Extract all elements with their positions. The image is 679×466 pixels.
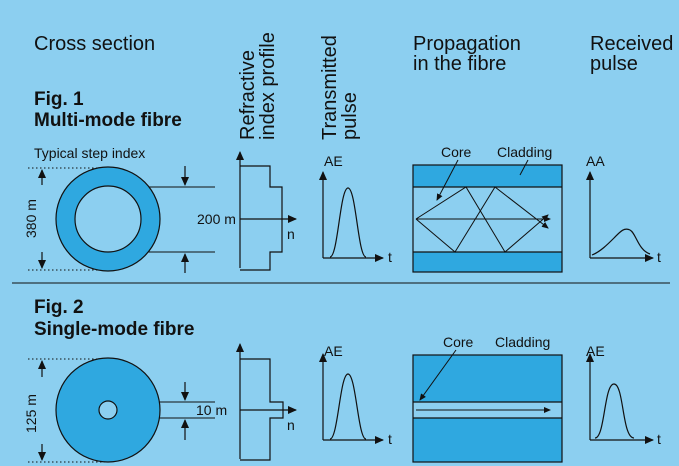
fig1-bottom-cladding-band	[413, 252, 562, 272]
header-transmitted-pulse: Transmitted pulse	[319, 35, 361, 140]
fig1-top-cladding-band	[413, 165, 562, 187]
header-transmitted-line2: pulse	[339, 92, 361, 140]
fig2-t2-label: t	[657, 431, 661, 447]
fig1-aa-label: AA	[586, 153, 605, 169]
header-refractive-line2: index profile	[257, 32, 279, 140]
fig1-core-circle	[74, 185, 142, 253]
fig2-label-leaders	[419, 349, 457, 401]
fig2-core-label: Core	[443, 334, 474, 350]
fig1-label: Fig. 1	[34, 89, 84, 110]
fig1-ae-label: AE	[324, 153, 343, 169]
fig2-cladding-label: Cladding	[495, 334, 551, 350]
fig2-transmitted-pulse	[319, 353, 384, 444]
header-refractive-index-profile: Refractive index profile	[237, 32, 279, 140]
fig2-guides	[28, 358, 108, 463]
fig1-propagation-box	[412, 164, 563, 273]
fig2-refractive-profile	[236, 343, 297, 461]
fig2-core-circle	[98, 400, 118, 420]
fig2-ae-label: AE	[324, 343, 343, 359]
fig1-title: Multi-mode fibre	[34, 110, 182, 131]
header-cross-section: Cross section	[34, 33, 156, 55]
header-received-line1: Received	[590, 33, 674, 55]
header-refractive-line1: Refractive	[237, 49, 259, 140]
fig1-received-pulse	[586, 171, 654, 262]
header-transmitted-line1: Transmitted	[319, 35, 341, 140]
fig1-core-dimension: 200 m	[197, 211, 236, 227]
fig1-cladding-label: Cladding	[497, 144, 553, 160]
header-propagation-line2: in the fibre	[413, 53, 507, 75]
fig1-transmitted-pulse	[319, 171, 384, 262]
fig2-ae2-label: AE	[586, 343, 605, 359]
fig1-light-rays	[415, 186, 551, 253]
fig2-propagation-box	[412, 354, 563, 463]
header-received-line2: pulse	[590, 53, 638, 75]
fig1-subtitle: Typical step index	[34, 145, 146, 161]
fig1-refractive-profile	[236, 151, 297, 271]
fig2-t-label: t	[388, 431, 392, 447]
fig1-core-label: Core	[441, 144, 472, 160]
fig2-received-pulse	[586, 353, 654, 444]
fig1-guides	[28, 167, 108, 271]
fig2-title: Single-mode fibre	[34, 319, 195, 340]
fig2-n-label: n	[287, 417, 295, 433]
fig1-t2-label: t	[657, 249, 661, 265]
fig2-core-dimension: 10 m	[196, 402, 228, 418]
fig2-label: Fig. 2	[34, 297, 84, 318]
fig1-n-label: n	[287, 226, 295, 242]
fig1-outer-dimension: 380 m	[23, 199, 39, 238]
fig1-label-leaders	[436, 159, 529, 201]
fig1-t-label: t	[388, 249, 392, 265]
header-propagation-line1: Propagation	[413, 33, 521, 55]
fig2-outer-dimension: 125 m	[23, 394, 39, 433]
